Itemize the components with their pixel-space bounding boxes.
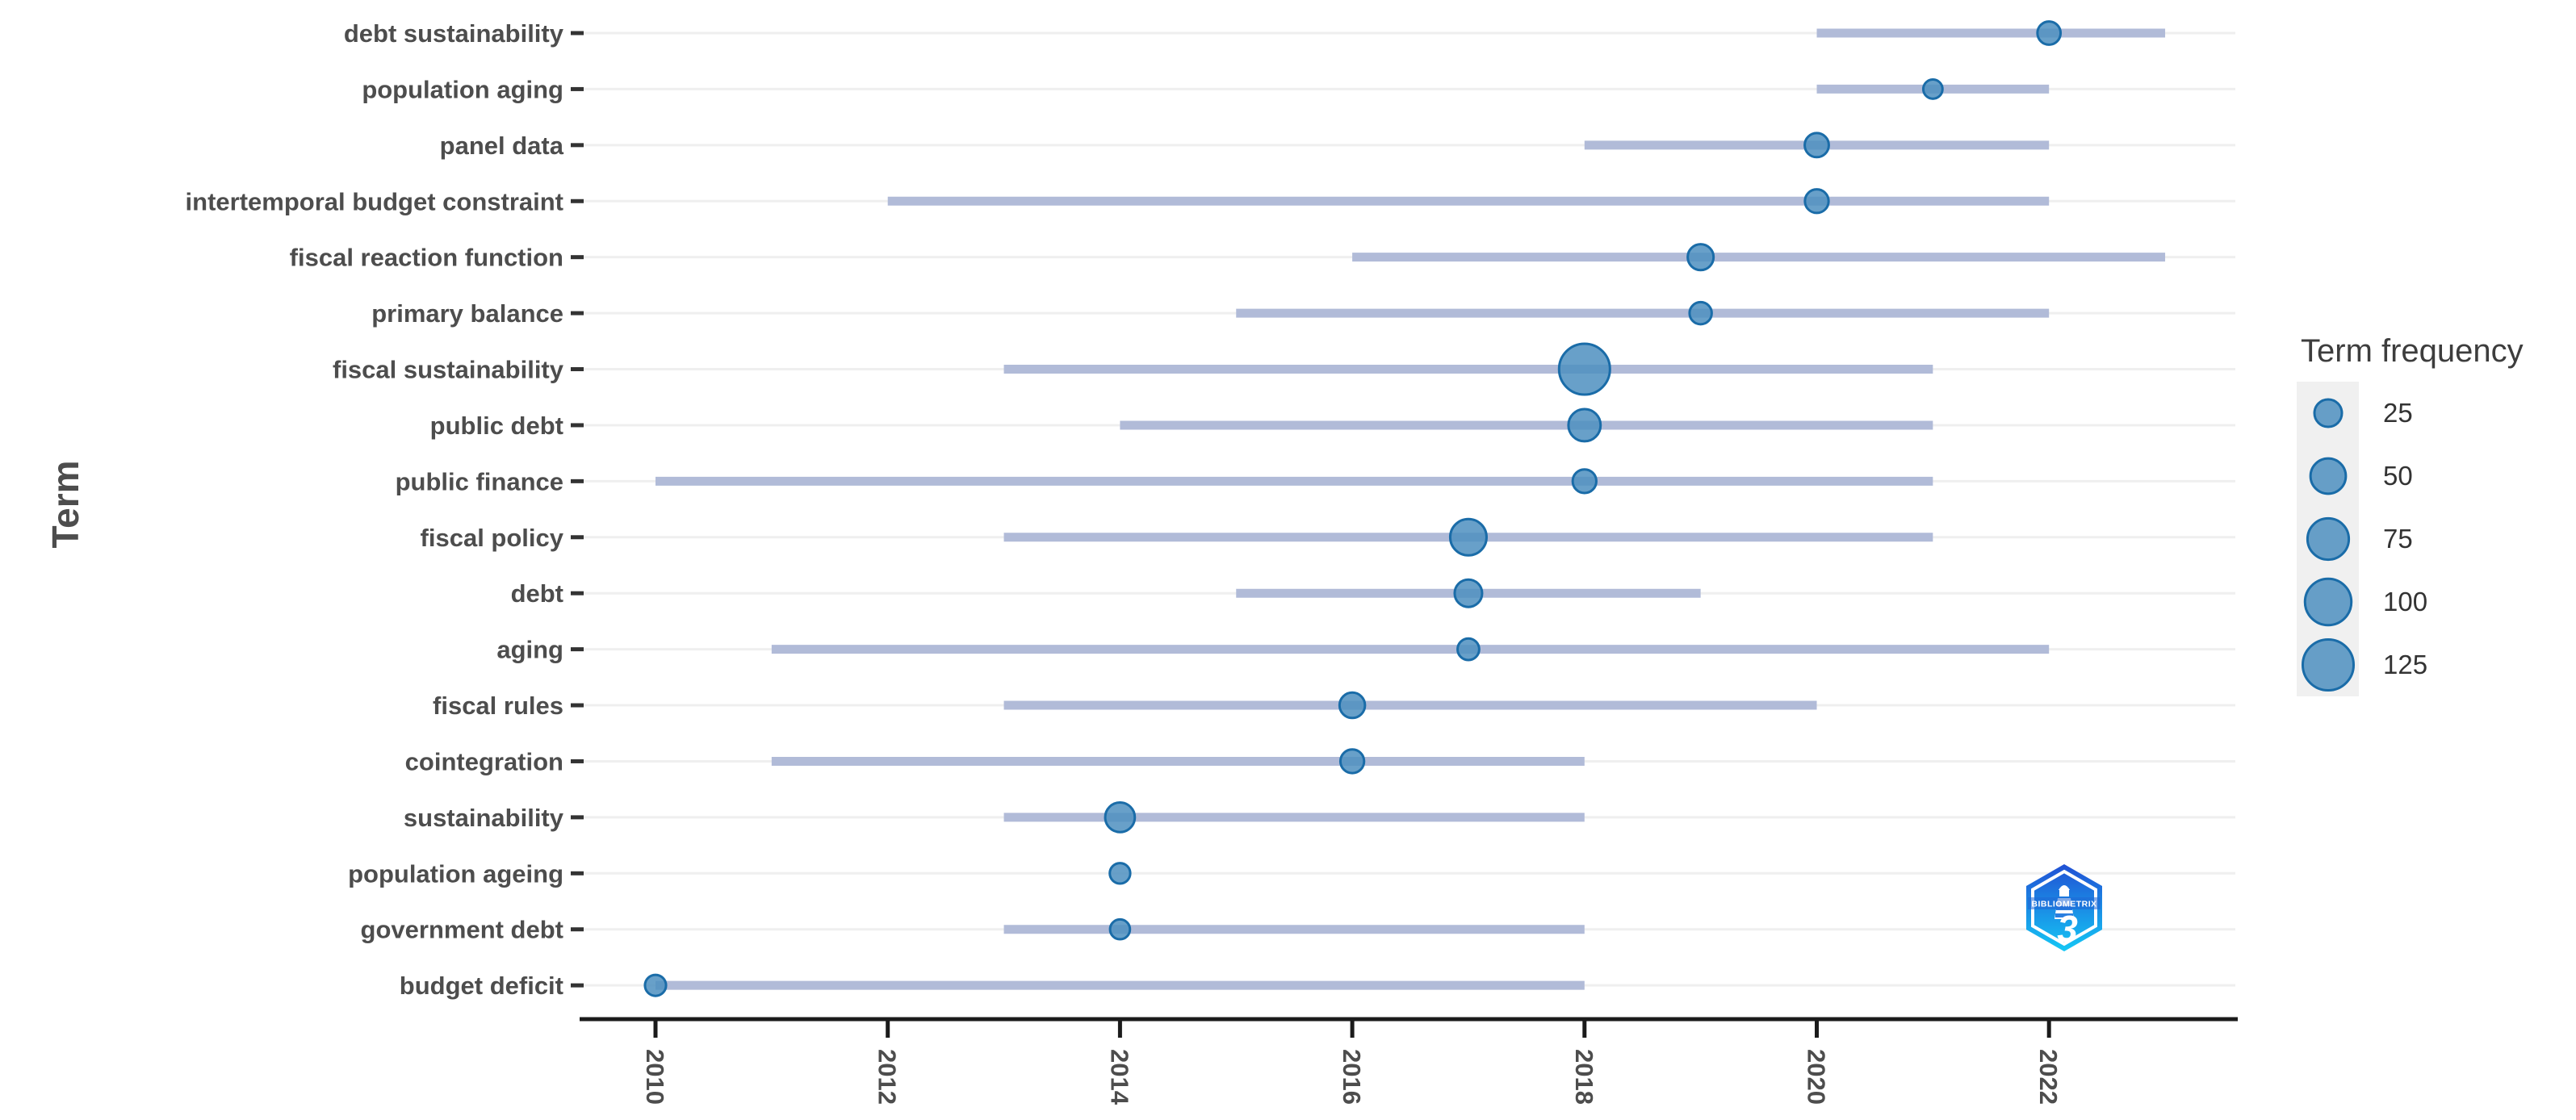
y-axis-label: population aging <box>362 75 563 103</box>
term-bubble <box>1448 517 1488 557</box>
legend-size-circle <box>2303 577 2353 627</box>
y-axis-label: population ageing <box>348 859 563 888</box>
y-axis-ticks <box>571 31 584 988</box>
x-axis-label: 2018 <box>1570 1049 1598 1105</box>
term-bubble <box>1686 243 1715 272</box>
term-bubble <box>1453 578 1484 608</box>
x-axis-label: 2020 <box>1803 1049 1831 1105</box>
term-bubble <box>1108 862 1132 885</box>
term-bubble <box>1921 78 1944 100</box>
term-bubble <box>1338 691 1367 720</box>
legend-size-label: 125 <box>2383 650 2427 679</box>
legend-size-label: 75 <box>2383 524 2413 554</box>
y-axis-label: debt <box>511 579 563 608</box>
x-axis-label: 2014 <box>1105 1049 1133 1105</box>
logo-hexagon-ring <box>2031 869 2097 947</box>
legend-size-circle <box>2313 398 2344 428</box>
gridlines <box>581 31 2235 987</box>
legend: Term frequency 25 50 75 100 125 <box>2297 333 2524 696</box>
legend-size-circle <box>2301 637 2356 692</box>
term-bubble <box>1104 801 1137 834</box>
y-axis-label: fiscal reaction function <box>290 244 563 272</box>
logo-wordmark: BIBLIOMETRIX <box>2031 900 2096 909</box>
y-axis-label: fiscal policy <box>421 524 564 552</box>
term-bubble <box>1338 748 1366 775</box>
term-bubble <box>1557 342 1611 396</box>
logo-text-band <box>2028 897 2101 909</box>
y-axis-label: sustainability <box>404 804 564 832</box>
y-axis-label: panel data <box>440 132 564 160</box>
y-axis-label: public finance <box>396 467 563 495</box>
x-axis-label: 2010 <box>641 1049 669 1105</box>
bibliometrix-logo: BIBLIOMETRIX 3 <box>2026 864 2102 951</box>
term-bubble <box>1108 917 1132 941</box>
legend-size-label: 50 <box>2383 461 2413 491</box>
term-bubble <box>1567 407 1602 443</box>
y-axis-label: cointegration <box>405 747 563 775</box>
term-bubble <box>2036 20 2063 46</box>
term-bubble <box>1688 300 1713 326</box>
legend-size-label: 25 <box>2383 398 2413 428</box>
x-axis: 2010 2012 2014 2016 2018 2020 2022 <box>580 1017 2238 1105</box>
x-axis-label: 2012 <box>873 1049 902 1105</box>
y-axis-label: aging <box>496 636 563 664</box>
y-axis-label: budget deficit <box>400 972 563 1000</box>
term-bubble <box>1803 132 1830 159</box>
term-frequency-bubbles <box>643 20 2063 997</box>
legend-title: Term frequency <box>2301 333 2524 369</box>
trend-range-lines <box>656 28 2166 990</box>
term-bubble <box>1803 188 1830 215</box>
y-axis-label: intertemporal budget constraint <box>186 187 563 215</box>
y-axis-label: fiscal sustainability <box>333 356 564 384</box>
y-axis-label: fiscal rules <box>433 692 563 720</box>
term-bubble <box>1571 468 1598 495</box>
y-axis-labels: debt sustainability population aging panel… <box>186 19 564 1000</box>
y-axis-label: government debt <box>361 916 563 944</box>
x-axis-label: 2022 <box>2034 1049 2063 1105</box>
term-bubble <box>643 973 668 997</box>
y-axis-label: debt sustainability <box>344 19 564 48</box>
legend-size-circle <box>2306 516 2351 562</box>
y-axis-label: public debt <box>430 412 563 440</box>
legend-size-circle <box>2309 457 2348 495</box>
term-bubble <box>1456 637 1481 662</box>
x-axis-label: 2016 <box>1338 1049 1366 1105</box>
logo-three-glyph: 3 <box>2057 908 2078 950</box>
y-axis-title: Term <box>44 460 86 548</box>
legend-size-label: 100 <box>2383 587 2427 616</box>
y-axis-label: primary balance <box>371 299 563 328</box>
